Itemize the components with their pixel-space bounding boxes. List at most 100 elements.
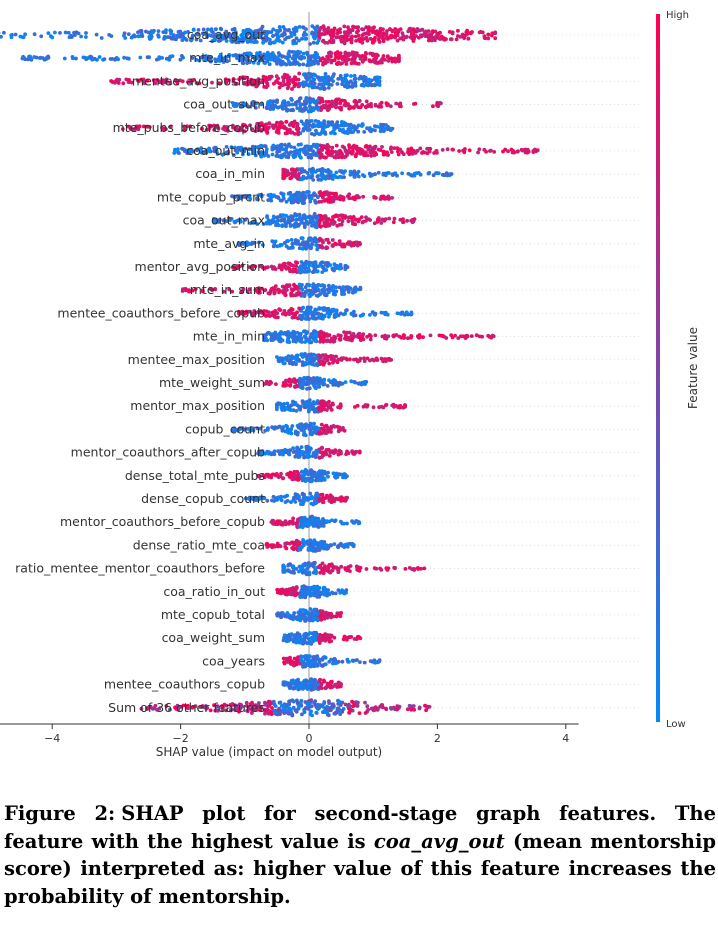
shap-point — [319, 478, 324, 483]
shap-point — [183, 36, 188, 41]
shap-point — [229, 145, 234, 150]
shap-point — [297, 494, 301, 499]
shap-point — [281, 213, 285, 218]
shap-point — [312, 212, 317, 216]
shap-point — [324, 237, 328, 242]
shap-point — [305, 423, 310, 428]
shap-point — [435, 35, 440, 39]
shap-point — [317, 359, 322, 363]
shap-point — [324, 495, 329, 500]
shap-point — [299, 502, 303, 506]
shap-point — [345, 153, 349, 158]
shap-point — [201, 27, 206, 32]
shap-point — [274, 472, 279, 476]
shap-point — [297, 292, 302, 296]
shap-point — [451, 147, 455, 152]
shap-point — [327, 378, 331, 383]
shap-point — [282, 309, 287, 314]
shap-point — [345, 73, 349, 78]
shap-point — [489, 148, 493, 153]
shap-point — [317, 496, 322, 501]
shap-point — [344, 58, 349, 63]
shap-point — [364, 99, 369, 104]
shap-point — [394, 101, 399, 106]
shap-point — [308, 380, 312, 384]
shap-point — [331, 38, 336, 43]
shap-point — [212, 127, 217, 132]
shap-point — [261, 77, 266, 82]
shap-point — [302, 519, 307, 523]
shap-point — [311, 316, 316, 321]
shap-point — [306, 55, 311, 60]
shap-point — [351, 150, 355, 154]
shap-point — [194, 81, 199, 85]
shap-point — [380, 145, 384, 149]
shap-point — [387, 35, 391, 40]
shap-point — [223, 56, 228, 60]
shap-point — [267, 310, 271, 315]
shap-point — [298, 285, 303, 289]
shap-point — [325, 245, 330, 250]
shap-point — [335, 120, 340, 124]
shap-point — [469, 334, 474, 338]
shap-point — [285, 499, 290, 503]
shap-point — [322, 199, 327, 203]
shap-point — [286, 336, 291, 340]
shap-point — [297, 38, 301, 43]
shap-point — [312, 260, 317, 265]
shap-point — [250, 241, 255, 246]
shap-point — [281, 452, 285, 457]
shap-point — [412, 29, 417, 34]
shap-point — [303, 149, 307, 154]
shap-point — [216, 218, 221, 223]
shap-point — [258, 50, 262, 55]
shap-point — [325, 338, 330, 343]
shap-point — [250, 33, 255, 38]
shap-point — [314, 293, 319, 298]
shap-point — [286, 172, 291, 177]
shap-point — [312, 77, 317, 82]
shap-point — [243, 218, 248, 222]
shap-point — [150, 30, 155, 35]
shap-point — [284, 224, 288, 229]
shap-point — [378, 102, 383, 107]
shap-point — [121, 81, 126, 86]
shap-point — [286, 128, 290, 133]
shap-point — [372, 83, 377, 88]
shap-point — [318, 86, 323, 91]
shap-point — [364, 144, 369, 148]
shap-point — [306, 126, 311, 131]
shap-point — [331, 79, 335, 83]
shap-point — [279, 243, 284, 247]
shap-point — [204, 150, 209, 155]
shap-point — [308, 446, 312, 451]
shap-point — [207, 147, 212, 152]
shap-point — [342, 428, 347, 433]
shap-point — [206, 27, 210, 32]
shap-point — [287, 102, 292, 107]
shap-point — [264, 75, 268, 80]
shap-point — [427, 38, 431, 43]
shap-point — [445, 173, 450, 178]
shap-point — [120, 127, 125, 131]
shap-point — [482, 36, 487, 40]
shap-point — [358, 57, 363, 61]
shap-point — [390, 196, 394, 200]
shap-point — [395, 173, 399, 178]
shap-point — [307, 214, 312, 219]
shap-point — [347, 143, 351, 148]
shap-point — [304, 176, 309, 180]
shap-point — [342, 175, 346, 180]
shap-point — [320, 469, 324, 474]
shap-point — [203, 31, 208, 36]
shap-point — [333, 518, 338, 523]
shap-point — [330, 518, 334, 523]
shap-point — [381, 122, 386, 127]
shap-point — [426, 171, 431, 176]
shap-point — [307, 148, 312, 152]
shap-point — [237, 37, 242, 42]
shap-point — [138, 55, 143, 60]
shap-point — [323, 471, 328, 476]
shap-point — [128, 125, 133, 130]
shap-point — [297, 266, 302, 271]
